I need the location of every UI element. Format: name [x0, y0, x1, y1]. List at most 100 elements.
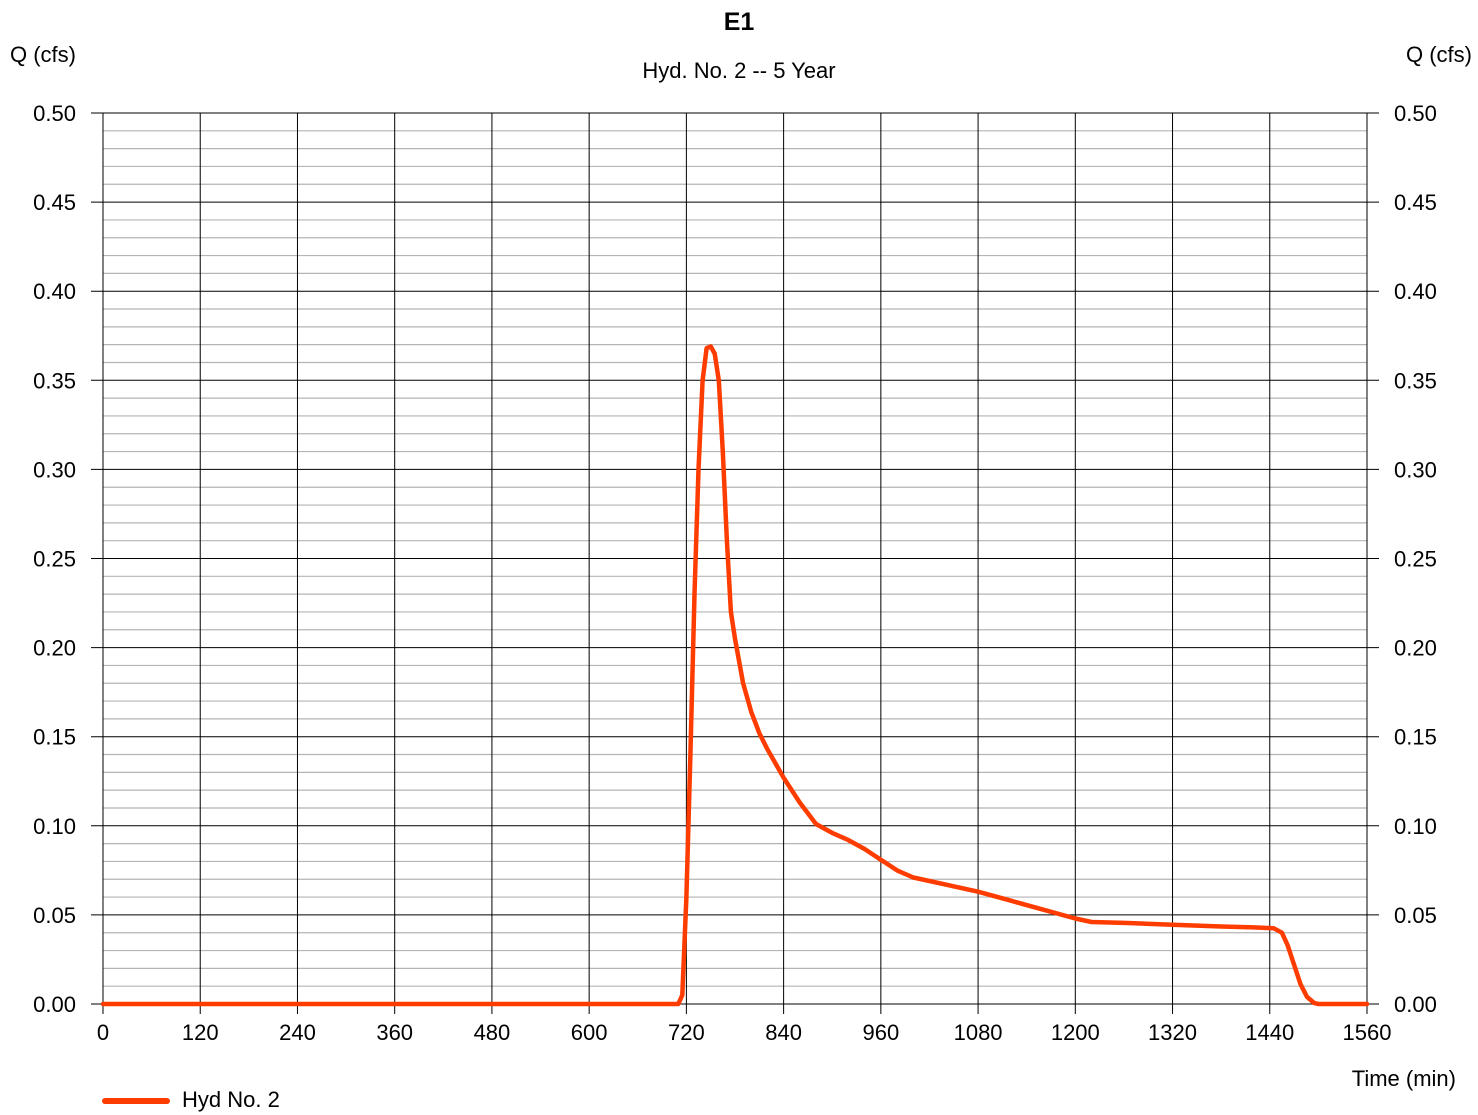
x-tick-labels: 0 120 240 360 480 600 720 840 960 1080 1200 1320 144…: [97, 1020, 1392, 1045]
data-point: [767, 749, 768, 750]
x-tick-label: 1200: [1051, 1020, 1100, 1045]
data-point: [678, 1004, 679, 1005]
x-tick-label: 1440: [1245, 1020, 1294, 1045]
y-tick-label-right: 0.35: [1394, 368, 1437, 393]
data-point: [880, 859, 881, 860]
plot-frame: [102, 112, 1368, 1005]
data-point: [848, 840, 849, 841]
data-point: [1075, 918, 1076, 919]
y-tick-label-left: 0.00: [33, 992, 76, 1017]
data-point: [1221, 926, 1222, 927]
chart-title: E1: [723, 8, 755, 36]
data-point: [690, 754, 691, 755]
data-point: [1281, 932, 1282, 933]
data-point: [694, 594, 695, 595]
data-point: [1172, 924, 1173, 925]
data-point: [735, 638, 736, 639]
y-tick-label-right: 0.30: [1394, 457, 1437, 482]
data-point: [682, 995, 683, 996]
series-layer: [100, 344, 1370, 1007]
data-point: [1010, 900, 1011, 901]
y-tick-label-left: 0.40: [33, 279, 76, 304]
series-line-hyd-no-2: [100, 344, 1370, 1007]
data-point: [978, 891, 979, 892]
legend-label: Hyd No. 2: [182, 1087, 280, 1112]
y-tick-labels-left: 0.00 0.05 0.10 0.15 0.20 0.25 0.30 0.35 0.40 0.45…: [33, 101, 76, 1017]
x-tick-label: 0: [97, 1020, 109, 1045]
y-tick-label-right: 0.25: [1394, 547, 1437, 572]
y-axis-label-left: Q (cfs): [10, 42, 76, 67]
x-tick-label: 1080: [954, 1020, 1003, 1045]
y-tick-label-left: 0.30: [33, 457, 76, 482]
y-tick-label-left: 0.35: [33, 368, 76, 393]
data-point: [945, 884, 946, 885]
data-point: [864, 849, 865, 850]
data-point: [897, 870, 898, 871]
data-point: [799, 802, 800, 803]
data-point: [1318, 1004, 1319, 1005]
data-point: [726, 540, 727, 541]
data-point: [698, 469, 699, 470]
x-tick-label: 600: [571, 1020, 608, 1045]
y-tick-label-right: 0.50: [1394, 101, 1437, 126]
x-tick-label: 480: [474, 1020, 511, 1045]
data-point: [743, 683, 744, 684]
data-point: [1273, 928, 1274, 929]
data-point: [816, 824, 817, 825]
x-tick-label: 1560: [1343, 1020, 1392, 1045]
plot-border: [102, 112, 1368, 1005]
y-tick-label-right: 0.00: [1394, 992, 1437, 1017]
y-tick-label-left: 0.45: [33, 190, 76, 215]
x-axis-label: Time (min): [1351, 1066, 1456, 1091]
y-tick-label-right: 0.10: [1394, 814, 1437, 839]
x-tick-label: 360: [376, 1020, 413, 1045]
y-tick-label-right: 0.05: [1394, 903, 1437, 928]
data-point: [718, 380, 719, 381]
chart-subtitle: Hyd. No. 2 -- 5 Year: [642, 58, 836, 83]
y-tick-label-left: 0.25: [33, 547, 76, 572]
data-point: [751, 711, 752, 712]
data-point: [722, 451, 723, 452]
x-tick-label: 960: [862, 1020, 899, 1045]
x-tick-label: 840: [765, 1020, 802, 1045]
data-point: [1091, 922, 1092, 923]
y-tick-label-right: 0.40: [1394, 279, 1437, 304]
y-tick-label-left: 0.15: [33, 725, 76, 750]
data-point: [710, 346, 711, 347]
data-point: [1307, 996, 1308, 997]
data-point: [783, 777, 784, 778]
y-tick-label-right: 0.45: [1394, 190, 1437, 215]
y-tick-label-right: 0.15: [1394, 725, 1437, 750]
data-point: [1294, 964, 1295, 965]
data-point: [686, 897, 687, 898]
data-point: [1123, 922, 1124, 923]
y-tick-label-left: 0.50: [33, 101, 76, 126]
data-point: [1314, 1003, 1315, 1004]
data-point: [1367, 1004, 1368, 1005]
data-point: [1042, 909, 1043, 910]
data-point: [913, 877, 914, 878]
x-tick-label: 720: [668, 1020, 705, 1045]
x-tick-label: 240: [279, 1020, 316, 1045]
y-tick-label-left: 0.10: [33, 814, 76, 839]
data-point: [1253, 927, 1254, 928]
data-point: [759, 733, 760, 734]
y-tick-labels-right: 0.00 0.05 0.10 0.15 0.20 0.25 0.30 0.35 0.40 0.45…: [1394, 101, 1437, 1017]
data-point: [103, 1004, 104, 1005]
data-point: [1300, 984, 1301, 985]
legend-swatch: [102, 1098, 170, 1104]
data-point: [1287, 945, 1288, 946]
data-point: [832, 832, 833, 833]
data-point: [702, 380, 703, 381]
data-point: [730, 612, 731, 613]
data-point: [714, 353, 715, 354]
minor-gridlines: [103, 130, 1367, 987]
data-point: [706, 348, 707, 349]
x-tick-label: 1320: [1148, 1020, 1197, 1045]
y-tick-label-left: 0.20: [33, 636, 76, 661]
y-tick-label-left: 0.05: [33, 903, 76, 928]
y-axis-label-right: Q (cfs): [1406, 42, 1472, 67]
major-gridlines: [91, 112, 1379, 1014]
y-tick-label-right: 0.20: [1394, 636, 1437, 661]
